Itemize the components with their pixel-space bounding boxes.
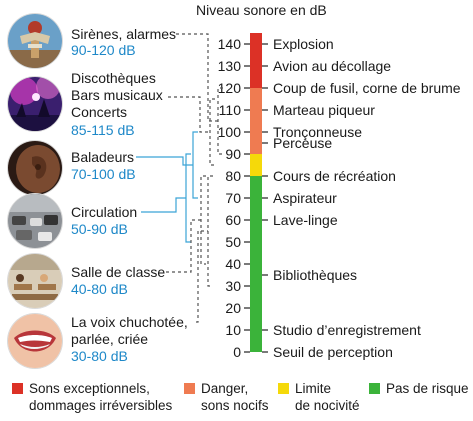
range-leader-1 (168, 96, 210, 133)
source-range-traffic: 50-90 dB (71, 221, 128, 237)
source-range-sirens: 90-120 dB (71, 42, 136, 58)
scale-tick-label-70: 70 (225, 190, 241, 206)
example-label-6: Cours de récréation (273, 168, 396, 184)
example-label-5: Perceuse (273, 135, 332, 151)
source-name-discotheques: Discothèques (71, 70, 156, 86)
example-label-8: Lave-linge (273, 212, 338, 228)
scale-tick-label-40: 40 (225, 256, 241, 272)
scale-tick-label-130: 130 (218, 58, 242, 74)
example-label-2: Coup de fusil, corne de brume (273, 80, 461, 96)
ear-icon (8, 141, 62, 195)
scale-zone-0 (250, 176, 262, 352)
scale-tick-label-140: 140 (218, 36, 242, 52)
source-range-voice: 30-80 dB (71, 348, 128, 364)
legend-label-exceptional-line1: Sons exceptionnels, (29, 381, 150, 396)
concert-icon (8, 77, 62, 131)
source-name-classroom: Salle de classe (71, 264, 166, 280)
scale-tick-label-120: 120 (218, 80, 242, 96)
legend-item-no-risk: Pas de risque (369, 380, 469, 397)
example-label-7: Aspirateur (273, 190, 337, 206)
example-label-0: Explosion (273, 36, 334, 52)
legend-label-no-risk: Pas de risque (386, 381, 469, 396)
source-name-traffic: Circulation (71, 204, 138, 220)
legend-swatch-red (12, 383, 23, 394)
legend-label-danger-line2: sons nocifs (201, 398, 269, 413)
source-name-bars: Bars musicaux (71, 87, 163, 103)
source-name-voice-line1: La voix chuchotée, (71, 314, 188, 330)
source-name-sirens: Sirènes, alarmes (71, 26, 177, 42)
sound-sources: Sirènes, alarmes 90-120 dB Discothèques … (0, 0, 210, 380)
scale-tick-label-30: 30 (225, 278, 241, 294)
siren-icon (8, 14, 62, 68)
example-label-3: Marteau piqueur (273, 102, 375, 118)
legend-item-limit: Limite de nocivité (278, 380, 360, 414)
scale-zone-1 (250, 154, 262, 176)
example-label-1: Avion au décollage (273, 58, 391, 74)
legend-swatch-yellow (278, 383, 289, 394)
range-leader-5 (196, 230, 208, 323)
legend-item-danger: Danger, sons nocifs (184, 380, 269, 414)
legend-label-limit-line2: de nocivité (295, 398, 360, 413)
source-range-concerts: 85-115 dB (71, 122, 135, 138)
legend: Sons exceptionnels, dommages irréversibl… (0, 380, 473, 421)
legend-swatch-green (369, 383, 380, 394)
source-name-concerts: Concerts (71, 104, 128, 120)
range-bracket-1 (209, 98, 215, 166)
source-name-voice-line2: parlée, criée (71, 331, 149, 347)
range-bracket-0 (217, 87, 223, 155)
source-range-classroom: 40-80 dB (71, 281, 128, 297)
legend-label-exceptional-line2: dommages irréversibles (29, 398, 173, 413)
scale-zone-2 (250, 88, 262, 154)
source-range-headphones: 70-100 dB (71, 166, 136, 182)
scale-tick-label-100: 100 (218, 124, 242, 140)
example-label-9: Bibliothèques (273, 267, 357, 283)
legend-swatch-orange (184, 383, 195, 394)
scale-tick-label-20: 20 (225, 300, 241, 316)
example-label-4: Tronçonneuse (273, 124, 362, 140)
scale-zone-3 (250, 33, 262, 88)
example-label-11: Seuil de perception (273, 344, 393, 360)
legend-item-exceptional: Sons exceptionnels, dommages irréversibl… (12, 380, 172, 414)
example-label-10: Studio d’enregistrement (273, 322, 421, 338)
mouth-icon (8, 314, 62, 368)
legend-label-limit-line1: Limite (295, 381, 332, 396)
scale-tick-label-90: 90 (225, 146, 241, 162)
range-leader-4 (166, 219, 201, 273)
scale-tick-label-10: 10 (225, 322, 241, 338)
scale-tick-label-110: 110 (219, 102, 242, 118)
scale-tick-label-60: 60 (225, 212, 241, 228)
source-name-headphones: Baladeurs (71, 149, 135, 165)
scale-tick-label-80: 80 (225, 168, 241, 184)
traffic-icon (8, 194, 62, 248)
range-leader-2 (136, 156, 193, 166)
scale-title: Niveau sonore en dB (196, 2, 327, 18)
scale-tick-label-50: 50 (225, 234, 241, 250)
range-leader-3 (141, 197, 186, 213)
legend-label-danger-line1: Danger, (201, 381, 249, 396)
scale-tick-label-0: 0 (233, 344, 241, 360)
classroom-icon (8, 254, 62, 308)
decibel-scale: 0 10 20 30 40 50 60 70 80 90 100 110 120 130 140 Explos… (136, 33, 461, 360)
